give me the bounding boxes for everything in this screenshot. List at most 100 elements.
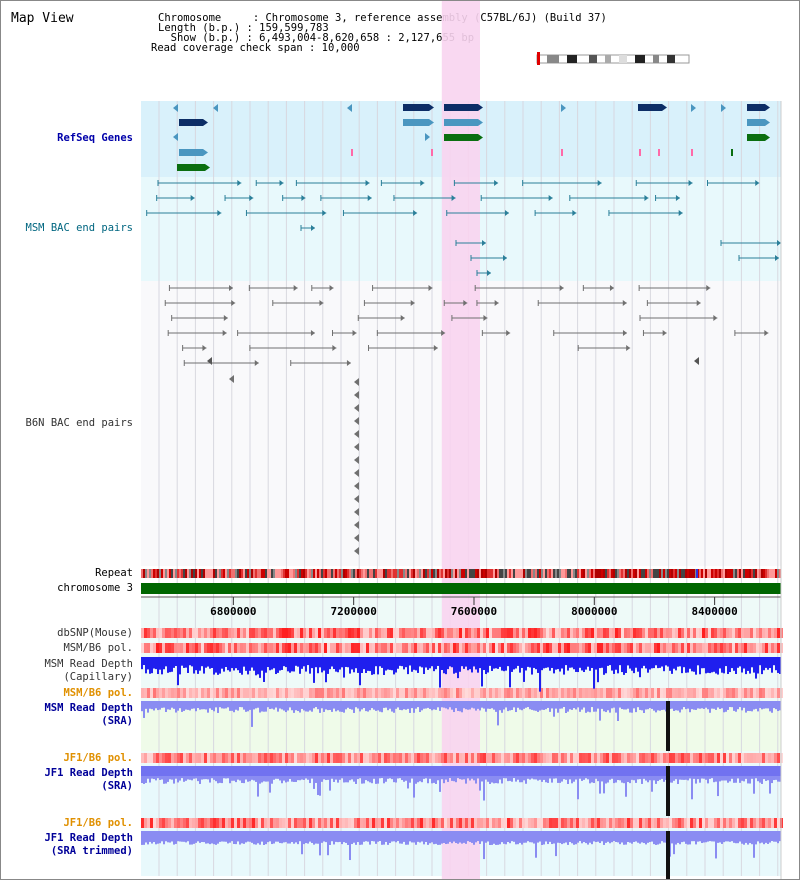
dbsnp-cell — [204, 628, 207, 638]
msm-sra-depth-bar — [163, 701, 165, 708]
msm-capillary-depth-bar — [667, 657, 669, 667]
repeat-segment — [605, 569, 607, 578]
msm-b6-pol-cell — [768, 643, 771, 653]
dbsnp-cell — [294, 628, 297, 638]
dbsnp-cell — [585, 628, 588, 638]
msm-sra-depth-bar — [333, 701, 335, 709]
jf1-trim-depth-bar — [293, 831, 295, 844]
msm-capillary-depth-bar — [467, 657, 469, 671]
msm-capillary-depth-bar — [715, 657, 717, 674]
msm-capillary-depth-bar — [717, 657, 719, 675]
jf1-trim-depth-bar — [583, 831, 585, 843]
b6n-bac-pair-head — [626, 345, 631, 351]
msm-capillary-depth-bar — [361, 657, 363, 673]
msm-capillary-depth-bar — [335, 657, 337, 672]
repeat-segment — [243, 569, 245, 578]
gene-tick — [561, 149, 563, 156]
repeat-segment — [191, 569, 193, 578]
dbsnp-cell — [552, 628, 555, 638]
dbsnp-cell — [546, 628, 549, 638]
dbsnp-cell — [282, 628, 285, 638]
msm-b6-pol-2-cell — [192, 688, 195, 698]
repeat-segment — [351, 569, 353, 578]
jf1-b6-pol-2-cell — [189, 818, 192, 828]
msm-b6-pol-cell — [765, 643, 768, 653]
msm-capillary-depth-bar — [701, 657, 703, 669]
jf1-b6-pol-cell — [465, 753, 468, 763]
dbsnp-cell — [642, 628, 645, 638]
msm-b6-pol-2-cell — [267, 688, 270, 698]
repeat-segment — [607, 569, 609, 578]
jf1-b6-pol-2-cell — [327, 818, 330, 828]
repeat-segment — [353, 569, 355, 578]
msm-b6-pol-cell — [150, 643, 153, 653]
repeat-segment — [217, 569, 219, 578]
repeat-segment — [679, 569, 681, 578]
msm-sra-depth-bar — [691, 701, 693, 710]
jf1-sra-depth-bar — [413, 766, 415, 798]
msm-sra-depth-bar — [609, 701, 611, 713]
msm-b6-pol-cell — [681, 643, 684, 653]
jf1-b6-pol-cell — [528, 753, 531, 763]
msm-b6-pol-2-cell — [768, 688, 771, 698]
msm-b6-pol-2-cell — [723, 688, 726, 698]
repeat-segment — [671, 569, 673, 578]
msm-capillary-depth-bar — [339, 657, 341, 670]
jf1-b6-pol-cell — [312, 753, 315, 763]
dbsnp-cell — [141, 628, 144, 638]
repeat-segment — [631, 569, 633, 578]
msm-depth-capillary-label: MSM Read Depth — [44, 658, 133, 670]
jf1-b6-pol-2-cell — [378, 818, 381, 828]
repeat-label: Repeat — [95, 567, 133, 579]
msm-sra-depth-bar — [211, 701, 213, 710]
jf1-trim-depth-bar — [219, 831, 221, 842]
msm-sra-depth-bar — [343, 701, 345, 713]
msm-b6-pol-cell — [618, 643, 621, 653]
jf1-trim-depth-bar — [683, 831, 685, 842]
msm-b6-pol-cell — [708, 643, 711, 653]
jf1-trim-depth-bar — [773, 831, 775, 842]
gene-marker — [213, 104, 218, 112]
jf1-b6-pol-2-cell — [549, 818, 552, 828]
jf1-sra-depth-bar — [319, 766, 321, 796]
jf1-trim-depth-bar — [325, 831, 327, 843]
jf1-trim-depth-bar — [723, 831, 725, 843]
dbsnp-cell — [678, 628, 681, 638]
jf1-trim-depth-bar — [703, 831, 705, 843]
msm-sra-depth-bar — [525, 701, 527, 708]
jf1-b6-pol-2-cell — [210, 818, 213, 828]
msm-sra-depth-bar — [383, 701, 385, 708]
repeat-segment — [489, 569, 491, 578]
msm-capillary-depth-bar — [337, 657, 339, 673]
repeat-segment — [155, 569, 157, 578]
msm-b6-pol-2-cell — [183, 688, 186, 698]
dbsnp-cell — [498, 628, 501, 638]
msm-b6-pol-2-cell — [453, 688, 456, 698]
msm-b6-pol-cell — [393, 643, 396, 653]
msm-capillary-depth-bar — [239, 657, 241, 673]
dbsnp-cell — [213, 628, 216, 638]
msm-b6-pol-2-cell — [297, 688, 300, 698]
msm-b6-pol-2-cell — [573, 688, 576, 698]
jf1-trim-depth-bar — [335, 831, 337, 842]
msm-depth-sra-sublabel: (SRA) — [101, 715, 133, 727]
msm-capillary-depth-bar — [387, 657, 389, 670]
jf1-b6-pol-cell — [153, 753, 156, 763]
jf1-trim-depth-bar — [225, 831, 227, 842]
jf1-trim-depth-bar — [413, 831, 415, 843]
msm-bac-pair-head — [420, 180, 425, 186]
msm-b6-pol-cell — [369, 643, 372, 653]
jf1-b6-pol-cell — [435, 753, 438, 763]
repeat-segment — [333, 569, 335, 578]
msm-sra-depth-bar — [369, 701, 371, 711]
msm-bac-pair-head — [777, 240, 781, 246]
jf1-b6-pol-cell — [642, 753, 645, 763]
msm-capillary-depth-bar — [741, 657, 743, 673]
jf1-trim-depth-bar — [419, 831, 421, 843]
jf1-b6-pol-cell — [516, 753, 519, 763]
msm-sra-depth-bar — [245, 701, 247, 712]
msm-sra-depth-bar — [251, 701, 253, 727]
jf1-trim-depth-bar — [705, 831, 707, 843]
repeat-segment — [311, 569, 313, 578]
